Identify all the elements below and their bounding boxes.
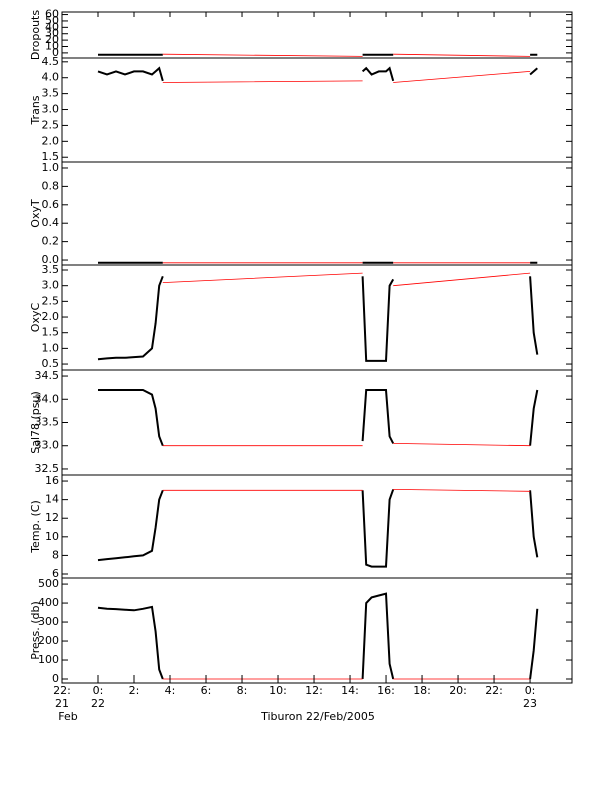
y-tick-label: 0.2 (42, 235, 60, 248)
y-tick-label: 200 (38, 634, 59, 647)
data-line (97, 592, 539, 680)
y-tick-label: 2.5 (42, 118, 60, 131)
y-tick-label: 20 (45, 33, 59, 46)
y-tick-label: 2.0 (42, 310, 60, 323)
x-tick-label: 0: (525, 684, 536, 697)
y-tick-label: 100 (38, 653, 59, 666)
y-tick-label: 33.5 (35, 416, 60, 429)
x-tick-label: 20: (449, 684, 467, 697)
y-tick-label: 4.0 (42, 71, 60, 84)
y-tick-label: 0.0 (42, 253, 60, 266)
y-tick-label: 0 (52, 672, 59, 685)
x-tick-label: 6: (201, 684, 212, 697)
y-tick-label: 34.5 (35, 369, 60, 382)
x-tick-label: 22: (53, 684, 71, 697)
x-tick-label: 4: (165, 684, 176, 697)
y-axis-label: OxyC (29, 303, 42, 333)
y-tick-label: 33.0 (35, 439, 60, 452)
x-tick-label: 2: (129, 684, 140, 697)
panel-frame (61, 577, 573, 684)
x-tick-label: 16: (377, 684, 395, 697)
data-line (162, 272, 531, 287)
x-tick-label: 10: (269, 684, 287, 697)
x-date-label: 22 (91, 697, 105, 710)
y-tick-label: 34.0 (35, 392, 60, 405)
data-line (162, 443, 531, 447)
y-tick-label: 0.5 (42, 357, 60, 370)
y-tick-label: 1.5 (42, 326, 60, 339)
data-line (162, 489, 531, 492)
y-tick-label: 14 (45, 493, 59, 506)
y-tick-label: 3.5 (42, 263, 60, 276)
y-axis-label: Sal78 (psu) (29, 391, 42, 454)
x-tick-label: 12: (305, 684, 323, 697)
x-tick-label: 0: (93, 684, 104, 697)
y-tick-label: 3.0 (42, 103, 60, 116)
x-month-label: Feb (58, 710, 77, 723)
y-tick-label: 0.8 (42, 179, 60, 192)
y-tick-label: 400 (38, 596, 59, 609)
y-tick-label: 40 (45, 20, 59, 33)
y-tick-label: 10 (45, 40, 59, 53)
y-tick-label: 2.0 (42, 134, 60, 147)
x-axis-label: Tiburon 22/Feb/2005 (260, 710, 375, 723)
y-tick-label: 3.0 (42, 279, 60, 292)
y-tick-label: 16 (45, 474, 59, 487)
data-line (162, 53, 531, 57)
data-line (97, 66, 538, 82)
y-tick-label: 8 (52, 548, 59, 561)
y-axis-label: OxyT (29, 199, 42, 228)
y-tick-label: 50 (45, 14, 59, 27)
y-tick-label: 0.6 (42, 198, 60, 211)
y-tick-label: 4.5 (42, 55, 60, 68)
data-line (97, 275, 539, 362)
y-tick-label: 30 (45, 27, 59, 40)
y-tick-label: 3.5 (42, 87, 60, 100)
y-tick-label: 1.0 (42, 161, 60, 174)
x-date-label: 21 (55, 697, 69, 710)
y-tick-label: 500 (38, 577, 59, 590)
y-tick-label: 1.5 (42, 150, 60, 163)
y-axis-label: Dropouts (29, 10, 42, 60)
y-tick-label: 32.5 (35, 462, 60, 475)
y-tick-label: 0 (52, 46, 59, 59)
y-tick-label: 1.0 (42, 341, 60, 354)
data-line (98, 389, 539, 447)
data-line (97, 489, 539, 568)
x-date-label: 23 (523, 697, 537, 710)
y-tick-label: 2.5 (42, 294, 60, 307)
y-axis-label: Press. (db) (29, 601, 42, 660)
y-tick-label: 300 (38, 615, 59, 628)
y-tick-label: 60 (45, 8, 59, 21)
y-tick-label: 0.4 (42, 216, 60, 229)
x-tick-label: 14: (341, 684, 359, 697)
y-tick-label: 6 (52, 567, 59, 580)
y-tick-label: 12 (45, 511, 59, 524)
y-tick-label: 10 (45, 530, 59, 543)
y-axis-label: Trans (29, 95, 42, 125)
data-line (162, 71, 531, 83)
x-tick-label: 22: (485, 684, 503, 697)
y-axis-label: Temp. (C) (29, 500, 42, 554)
x-tick-label: 18: (413, 684, 431, 697)
x-tick-label: 8: (237, 684, 248, 697)
